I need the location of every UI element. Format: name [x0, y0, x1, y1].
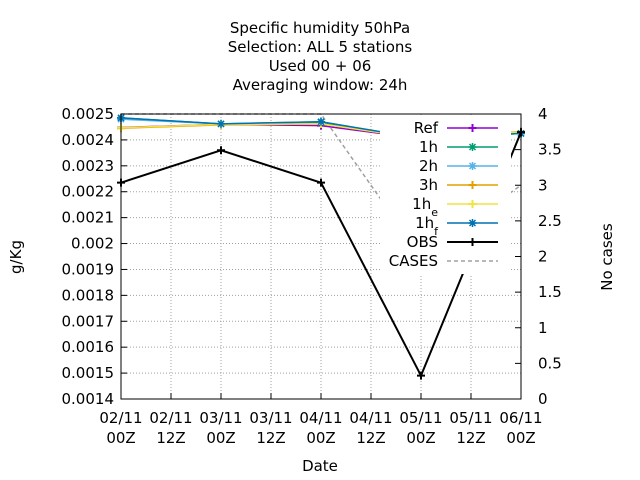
y-tick-label: 0.0014 [62, 390, 115, 408]
legend-label-subscript: f [434, 225, 439, 238]
x-tick-date: 06/11 [499, 409, 542, 427]
y2-tick-label: 2 [538, 248, 548, 266]
legend-label: OBS [407, 233, 438, 251]
y-tick-label: 0.0022 [62, 183, 115, 201]
x-tick-date: 04/11 [349, 409, 392, 427]
x-tick-label: 02/11 00Z [99, 409, 142, 447]
title-line: Averaging window: 24h [233, 76, 408, 94]
data-point [468, 238, 477, 246]
legend-label: CASES [389, 252, 438, 270]
y2-tick-label: 0 [538, 390, 548, 408]
x-tick-label: 05/11 00Z [399, 409, 442, 447]
x-tick-date: 02/11 [149, 409, 192, 427]
y2-tick-label: 1 [538, 319, 548, 337]
x-tick-label: 02/11 12Z [149, 409, 192, 447]
data-point [468, 162, 477, 170]
y2-tick-label: 2.5 [538, 212, 562, 230]
y2-tick-label: 4 [538, 105, 548, 123]
x-tick-date: 03/11 [199, 409, 242, 427]
x-tick-label: 03/11 12Z [249, 409, 292, 447]
legend-item: 1h [419, 138, 498, 156]
legend-item: 2h [419, 157, 498, 175]
y2-tick-label: 3 [538, 176, 548, 194]
x-tick-label: 05/11 12Z [449, 409, 492, 447]
y-tick-label: 0.0018 [62, 286, 115, 304]
legend-item: 3h [419, 176, 498, 194]
data-point [468, 181, 477, 189]
y2-tick-label: 1.5 [538, 283, 562, 301]
legend-item: 1hf [415, 214, 498, 238]
legend-label: Ref [414, 119, 439, 137]
legend-label-text: 3h [419, 176, 438, 194]
y-tick-label: 0.0023 [62, 157, 115, 175]
x-tick-hour: 00Z [106, 429, 135, 447]
legend-label: 2h [419, 157, 438, 175]
legend-item: Ref [414, 119, 498, 137]
x-tick-hour: 12Z [156, 429, 185, 447]
x-tick-date: 03/11 [249, 409, 292, 427]
x-tick-date: 05/11 [449, 409, 492, 427]
data-point [317, 117, 325, 126]
legend-label-text: 1h [415, 214, 434, 232]
x-tick-hour: 00Z [406, 429, 435, 447]
legend-label: 1h [419, 138, 438, 156]
data-point [217, 146, 225, 155]
y-axis-label: g/Kg [7, 240, 25, 274]
x-tick-date: 04/11 [299, 409, 342, 427]
y-tick-label: 0.0015 [62, 364, 115, 382]
y2-tick-label: 3.5 [538, 141, 562, 159]
x-tick-hour: 00Z [206, 429, 235, 447]
x-tick-date: 05/11 [399, 409, 442, 427]
x-axis-label: Date [302, 457, 338, 475]
x-tick-date: 02/11 [99, 409, 142, 427]
legend-label-text: 1h [412, 195, 431, 213]
y-tick-label: 0.0025 [62, 105, 115, 123]
y-tick-label: 0.002 [71, 235, 114, 253]
x-tick-hour: 00Z [506, 429, 535, 447]
legend-label-text: Ref [414, 119, 439, 137]
data-point [468, 219, 477, 227]
legend-label: 1he [412, 195, 438, 219]
data-point [468, 143, 477, 151]
y-tick-label: 0.0017 [62, 312, 115, 330]
legend-background [380, 116, 511, 274]
legend-label: 1hf [415, 214, 439, 238]
legend-label-text: 1h [419, 138, 438, 156]
y2-tick-label: 0.5 [538, 354, 562, 372]
x-tick-label: 04/11 00Z [299, 409, 342, 447]
data-point [217, 119, 225, 128]
x-tick-label: 04/11 12Z [349, 409, 392, 447]
x-tick-label: 06/11 00Z [499, 409, 542, 447]
x-tick-hour: 00Z [306, 429, 335, 447]
title-line: Used 00 + 06 [269, 57, 372, 75]
title-line: Specific humidity 50hPa [230, 19, 410, 37]
y2-axis-label: No cases [598, 223, 616, 291]
title-line: Selection: ALL 5 stations [228, 38, 413, 56]
data-point [468, 200, 477, 208]
legend-item: OBS [407, 233, 498, 251]
legend-label-text: 2h [419, 157, 438, 175]
data-point [317, 178, 325, 187]
legend-item: 1he [412, 195, 498, 219]
legend-label: 3h [419, 176, 438, 194]
x-tick-hour: 12Z [456, 429, 485, 447]
x-tick-hour: 12Z [356, 429, 385, 447]
data-point [468, 124, 477, 132]
legend-label-text: OBS [407, 233, 438, 251]
data-point [417, 371, 425, 380]
legend-item: CASES [389, 252, 498, 270]
x-tick-hour: 12Z [256, 429, 285, 447]
x-tick-label: 03/11 00Z [199, 409, 242, 447]
y-tick-label: 0.0019 [62, 260, 115, 278]
y-tick-label: 0.0024 [62, 131, 115, 149]
legend-label-text: CASES [389, 252, 438, 270]
legend-label-subscript: e [431, 206, 438, 219]
y-tick-label: 0.0016 [62, 338, 115, 356]
y-tick-label: 0.0021 [62, 209, 115, 227]
axis-ticks: 0.0014 0.0015 0.0016 0.0017 0.0018 0.0019 0.00… [62, 105, 562, 447]
